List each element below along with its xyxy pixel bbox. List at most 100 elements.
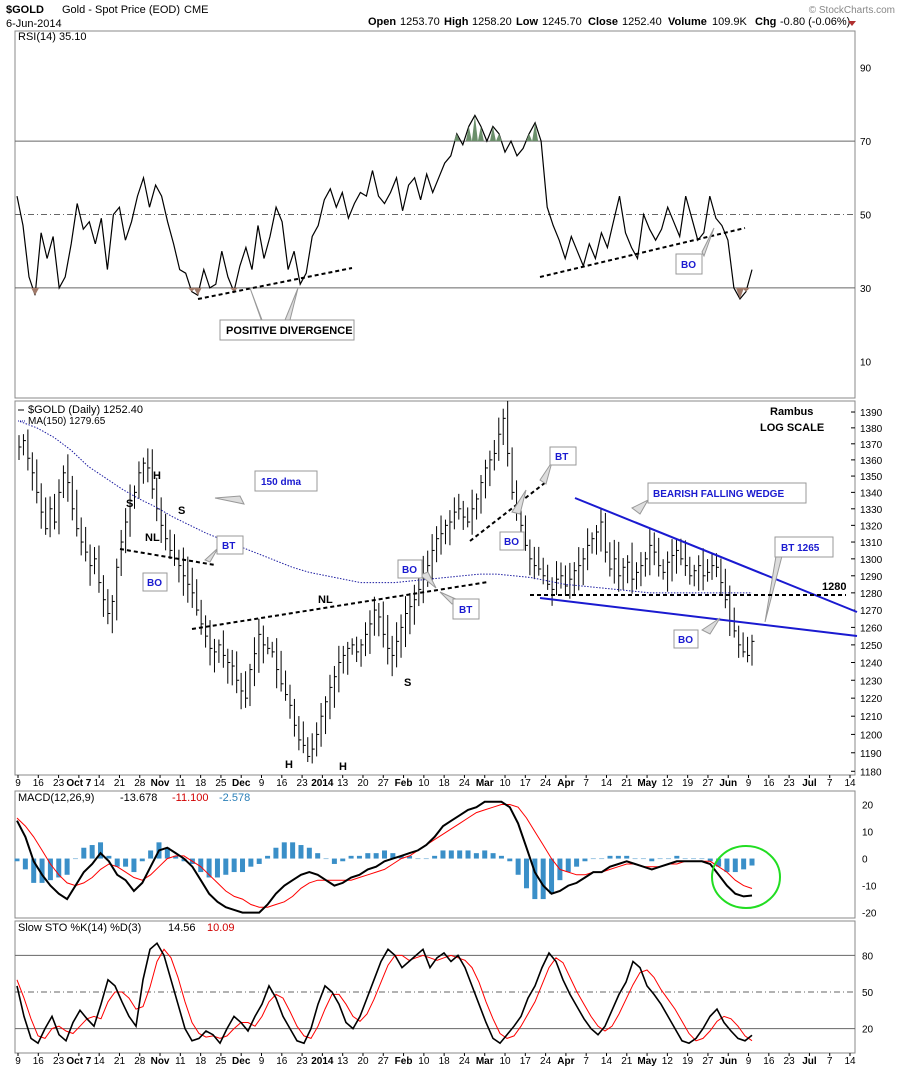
macd-histogram-bar <box>423 858 429 860</box>
x-axis-bottom: 9 16 23 Oct 7 14 21 28 Nov 11 18 25 Dec 9 16 23 2014 13 2… <box>15 1053 856 1067</box>
wedge-bo-box <box>673 629 699 649</box>
macd-histogram-bar <box>607 855 613 859</box>
volume-value: 109.9K <box>712 16 748 28</box>
x-tick-label: 14 <box>844 1056 856 1067</box>
x-tick-label: 23 <box>297 778 309 789</box>
price-y-tick: 1300 <box>860 555 883 566</box>
macd-histogram-bar <box>306 847 312 859</box>
macd-histogram-bar <box>290 842 296 859</box>
x-tick-label: 10 <box>418 1056 430 1067</box>
macd-histogram-bar <box>632 858 638 860</box>
ihs-head-label-2: H <box>339 761 347 773</box>
sto-k-line <box>16 941 753 1045</box>
macd-histogram-bar <box>599 858 605 860</box>
wedge-bo-label: BO <box>678 635 693 646</box>
ma-title: MA(150) 1279.65 <box>28 416 106 427</box>
macd-histogram-bar <box>390 853 396 859</box>
price-y-tick: 1250 <box>860 641 883 652</box>
divergence-callout-box <box>219 319 355 341</box>
macd-histogram-bar <box>14 858 20 862</box>
macd-histogram-bar <box>164 847 170 859</box>
macd-y-tick: -10 <box>862 882 877 893</box>
sto-title: Slow STO %K(14) %D(3) <box>18 922 141 934</box>
macd-histogram-bar <box>382 850 387 859</box>
macd-histogram-bar <box>732 858 738 873</box>
ihs-right-shoulder-label: S <box>404 677 411 689</box>
rsi-overbought-fill <box>526 133 533 142</box>
macd-histogram-bar <box>365 853 371 859</box>
macd-histogram-bar <box>549 858 555 894</box>
x-tick-label: 14 <box>94 1056 106 1067</box>
ihs-neckline <box>191 581 489 630</box>
x-tick-label: 2014 <box>311 778 334 789</box>
rsi-oversold-fill <box>31 287 40 296</box>
ohlc-readout: Open 1253.70 High 1258.20 Low 1245.70 Cl… <box>368 16 856 28</box>
x-tick-label: Oct 7 <box>66 778 91 789</box>
macd-histogram-bar <box>590 858 596 860</box>
sto-y-tick: 20 <box>862 1025 874 1036</box>
high-label: High <box>444 16 469 28</box>
macd-value: -13.678 <box>120 792 157 804</box>
wedge-bo-pointer <box>701 617 721 635</box>
x-tick-label: 13 <box>337 778 349 789</box>
x-tick-label: Nov <box>151 1056 170 1067</box>
macd-histogram-bar <box>281 842 287 859</box>
macd-histogram-bar <box>649 858 655 862</box>
hist-value: -2.578 <box>219 792 250 804</box>
divergence-pointer <box>249 287 299 323</box>
price-y-tick: 1370 <box>860 440 883 451</box>
macd-histogram-bar <box>131 858 137 873</box>
x-tick-label: 16 <box>33 778 45 789</box>
macd-histogram-bar <box>407 855 413 859</box>
open-label: Open <box>368 16 396 28</box>
ihs-bo-label: BO <box>402 565 417 576</box>
wedge-upper-line <box>574 497 858 613</box>
macd-histogram-bar <box>315 853 321 859</box>
rsi-oversold-fill <box>229 287 238 292</box>
x-tick-label: 21 <box>621 1056 633 1067</box>
price-title: $GOLD (Daily) 1252.40 <box>28 404 143 416</box>
macd-histogram-bar <box>582 858 588 862</box>
rally-bo-box <box>499 531 525 551</box>
x-tick-label: Mar <box>476 1056 494 1067</box>
x-tick-label: 27 <box>702 778 714 789</box>
macd-histogram-bar <box>256 858 262 864</box>
macd-legend: MACD(12,26,9) -13.678 -11.100 -2.578 <box>18 792 250 804</box>
macd-histogram-bar <box>265 855 271 859</box>
ihs-bt-box <box>452 598 480 620</box>
macd-histogram-bar <box>123 858 129 867</box>
x-tick-label: 7 <box>827 778 833 789</box>
x-tick-label: 14 <box>94 778 106 789</box>
x-tick-label: Jun <box>719 1056 737 1067</box>
positive-divergence-label: POSITIVE DIVERGENCE <box>226 325 353 337</box>
ma-callout-label: 150 dma <box>261 477 301 488</box>
x-tick-label: 18 <box>195 1056 207 1067</box>
x-tick-label: 9 <box>746 1056 752 1067</box>
macd-histogram-bar <box>114 858 120 867</box>
hs1-bt-label: BT <box>222 541 235 552</box>
bt1265-pointer <box>764 555 783 623</box>
rsi-overbought-fill <box>532 122 539 142</box>
rsi-y-tick: 10 <box>860 357 872 368</box>
x-axis-price: 9 16 23 Oct 7 14 21 28 Nov 11 18 25 Dec 9 16 23 2014 13 2… <box>15 775 856 789</box>
sto-plot: 80 50 20 <box>15 941 874 1045</box>
macd-histogram-bar <box>31 858 37 883</box>
rsi-overbought-fill <box>477 126 484 142</box>
x-tick-label: 27 <box>378 778 390 789</box>
macd-histogram-bar <box>340 858 346 862</box>
price-y-tick: 1390 <box>860 408 883 419</box>
hs1-neckline <box>119 548 216 566</box>
x-tick-label: Jun <box>719 778 737 789</box>
price-y-tick: 1210 <box>860 712 883 723</box>
macd-histogram-bar <box>373 853 379 859</box>
chart-date: 6-Jun-2014 <box>6 18 62 30</box>
x-tick-label: 17 <box>520 778 532 789</box>
rally-bt-pointer <box>539 461 553 485</box>
description: Gold - Spot Price (EOD) <box>62 4 180 16</box>
price-y-tick: 1180 <box>860 767 882 778</box>
price-y-tick: 1320 <box>860 521 883 532</box>
x-tick-label: Oct 7 <box>66 1056 91 1067</box>
x-tick-label: 18 <box>195 778 207 789</box>
wedge-callout-label: BEARISH FALLING WEDGE <box>653 489 784 500</box>
